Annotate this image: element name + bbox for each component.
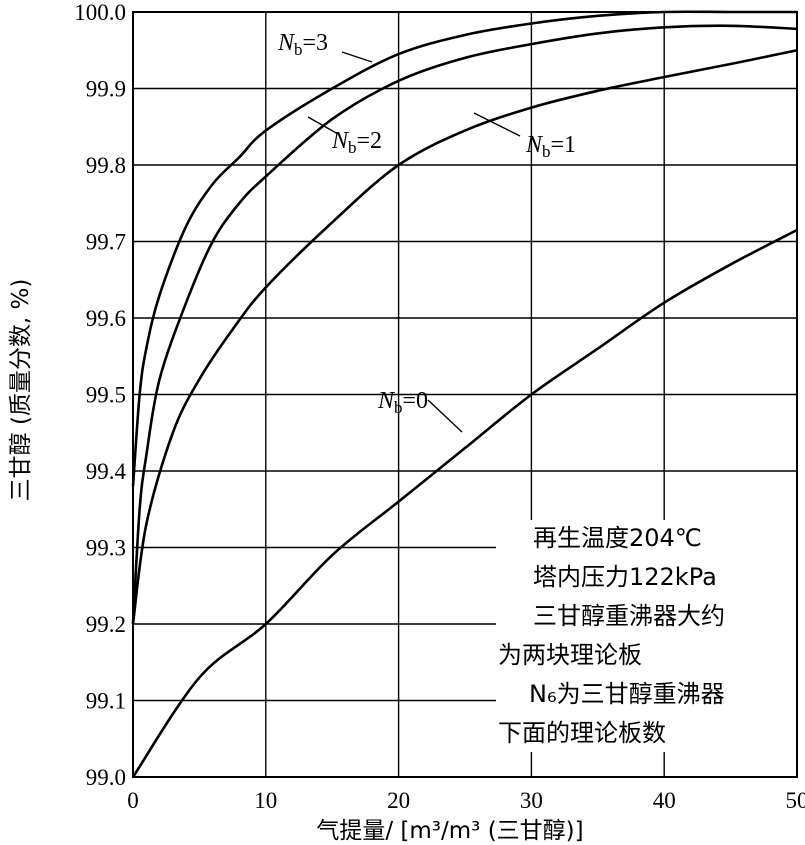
series-line-nb-1 <box>131 48 798 625</box>
y-tick-label-3: 99.3 <box>86 536 126 561</box>
y-tick-label-7: 99.7 <box>86 230 126 255</box>
x-tick-label-3: 30 <box>520 788 543 813</box>
series-line-nb-0 <box>131 228 798 778</box>
series-leader-line-2 <box>307 116 339 135</box>
x-axis-title: 气提量/ [m³/m³ (三甘醇)] <box>316 818 583 844</box>
annotation-line-2: 塔内压力122kPa <box>533 563 717 591</box>
annotation-line-3: 三甘醇重沸器大约 <box>533 602 725 630</box>
y-tick-label-4: 99.4 <box>86 459 127 484</box>
series-label-0: Nb=0 <box>377 388 428 417</box>
series-line-nb-3 <box>131 10 797 487</box>
series-leader-line-3 <box>341 51 373 63</box>
series-label-1: Nb=1 <box>525 132 576 161</box>
y-tick-label-1: 99.1 <box>86 689 126 714</box>
series-leader-line-1 <box>473 112 521 137</box>
x-tick-label-1: 10 <box>254 788 277 813</box>
annotation-line-6: 下面的理论板数 <box>498 719 666 747</box>
annotation-background <box>496 520 796 752</box>
x-tick-label-0: 0 <box>127 788 139 813</box>
x-tick-label-2: 20 <box>387 788 410 813</box>
plot-frame <box>132 11 798 778</box>
annotation-line-5: N₆为三甘醇重沸器 <box>529 680 725 708</box>
annotation-line-4: 为两块理论板 <box>498 641 642 669</box>
x-tick-label-4: 40 <box>653 788 676 813</box>
series-leader-line-0 <box>427 399 463 433</box>
y-tick-label-8: 99.8 <box>86 153 126 178</box>
annotation-line-1: 再生温度204℃ <box>533 524 702 552</box>
y-tick-label-0: 99.0 <box>86 765 126 790</box>
y-tick-label-2: 99.2 <box>86 612 126 637</box>
y-tick-label-9: 99.9 <box>86 77 126 102</box>
series-line-nb-2 <box>131 24 798 625</box>
series-label-2: Nb=2 <box>331 128 382 157</box>
x-tick-label-5: 50 <box>786 788 805 813</box>
x-tick-labels: 0 10 20 30 40 50 <box>127 788 805 813</box>
series-label-3: Nb=3 <box>277 30 328 59</box>
series-group <box>131 10 798 778</box>
y-axis-title: 三甘醇 (质量分数, %) <box>8 279 34 502</box>
series-labels: Nb=0 Nb=1 Nb=2 Nb=3 <box>277 30 576 433</box>
annotation-box: 再生温度204℃ 塔内压力122kPa 三甘醇重沸器大约 为两块理论板 N₆为三… <box>496 520 796 752</box>
y-tick-label-10: 100.0 <box>74 0 126 25</box>
y-tick-labels: 99.0 99.1 99.2 99.3 99.4 99.5 99.6 99.7 99.8 99.9… <box>74 0 126 790</box>
y-tick-label-5: 99.5 <box>86 383 126 408</box>
y-tick-label-6: 99.6 <box>86 306 126 331</box>
